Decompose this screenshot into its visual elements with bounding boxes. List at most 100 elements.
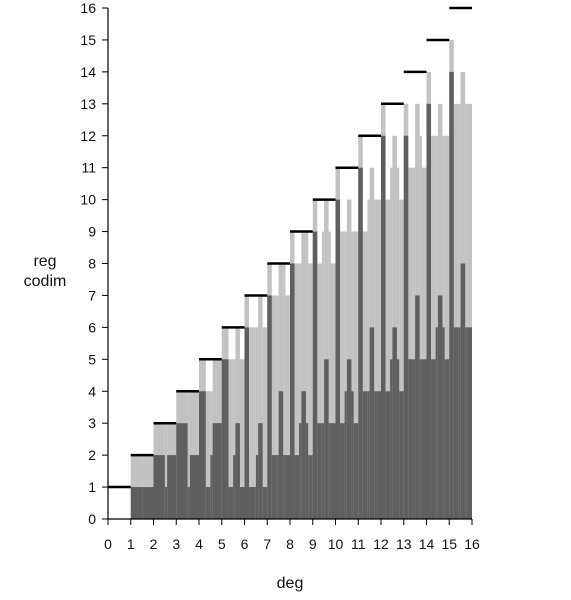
y-axis-title-line-2: codim <box>24 273 67 290</box>
bar <box>189 455 199 520</box>
bar <box>199 391 206 519</box>
bar <box>421 167 427 519</box>
bar <box>328 423 331 519</box>
bar <box>412 167 416 519</box>
bar <box>381 135 386 519</box>
bar <box>205 487 211 519</box>
bar <box>399 391 404 519</box>
bar <box>408 167 413 519</box>
bar <box>374 199 377 520</box>
bar <box>312 231 318 519</box>
bar <box>412 359 416 519</box>
bar <box>419 359 422 519</box>
bar <box>390 167 393 519</box>
x-tick-label: 8 <box>286 536 294 552</box>
bar <box>299 263 302 519</box>
x-tick-label: 2 <box>150 536 158 552</box>
bar <box>408 359 413 519</box>
y-tick-label: 12 <box>80 128 96 144</box>
bar <box>444 135 450 519</box>
x-tick-label: 14 <box>419 536 435 552</box>
bar <box>187 487 190 519</box>
bar <box>351 391 354 519</box>
bar <box>258 423 263 519</box>
y-tick-label: 9 <box>88 224 96 240</box>
bar <box>353 231 359 519</box>
bar <box>403 135 409 519</box>
y-tick-label: 1 <box>88 479 96 495</box>
bar <box>228 359 234 519</box>
bar <box>465 327 468 520</box>
bar <box>330 263 336 519</box>
bar <box>431 135 436 519</box>
y-tick-label: 15 <box>80 32 96 48</box>
bar <box>367 199 370 520</box>
bar <box>353 423 359 519</box>
bar <box>255 455 259 520</box>
x-tick-label: 4 <box>195 536 203 552</box>
bar <box>362 391 368 519</box>
bar <box>290 263 295 519</box>
bar <box>458 103 461 519</box>
bar <box>328 231 331 519</box>
y-tick-label: 6 <box>88 319 96 335</box>
bar <box>205 391 211 519</box>
x-tick-label: 9 <box>309 536 317 552</box>
bar <box>340 423 345 519</box>
x-tick-label: 6 <box>241 536 249 552</box>
bar <box>431 359 436 519</box>
bar <box>210 455 213 520</box>
y-tick-label: 14 <box>80 64 96 80</box>
bar <box>453 327 459 520</box>
bar <box>458 327 461 520</box>
x-tick-label: 11 <box>351 536 366 552</box>
y-tick-label: 7 <box>88 287 96 303</box>
x-tick-label: 1 <box>127 536 135 552</box>
bar <box>396 167 400 519</box>
bar <box>308 263 313 519</box>
bar <box>392 327 397 520</box>
bar <box>267 295 272 519</box>
bar <box>305 231 309 519</box>
bar <box>426 103 432 519</box>
bar <box>392 135 397 519</box>
bar <box>376 199 381 520</box>
bar <box>460 263 466 519</box>
bar <box>301 231 306 519</box>
bar <box>362 231 368 519</box>
bar <box>187 391 190 519</box>
bar <box>176 423 188 519</box>
bar <box>142 487 154 519</box>
bar <box>239 487 245 519</box>
y-axis-title-line-1: reg <box>33 253 56 270</box>
bar <box>390 359 393 519</box>
x-axis-ticks: 0 1 2 3 4 5 6 7 8 9 10 11 12 13 14 15 16 <box>104 519 480 552</box>
bar <box>167 455 177 520</box>
bar <box>283 455 286 520</box>
bar <box>239 359 245 519</box>
x-tick-label: 7 <box>263 536 271 552</box>
bar <box>164 423 168 519</box>
x-tick-label: 13 <box>396 536 412 552</box>
bar <box>335 199 341 520</box>
bar <box>419 135 422 519</box>
bar <box>249 327 256 520</box>
bar <box>305 423 309 519</box>
bar <box>367 391 370 519</box>
y-tick-label: 5 <box>88 351 96 367</box>
bar <box>301 391 306 519</box>
bar <box>164 487 168 519</box>
bar <box>435 327 438 520</box>
bar <box>294 455 300 520</box>
bar <box>442 135 445 519</box>
bar <box>453 103 459 519</box>
bar <box>271 295 277 519</box>
x-tick-label: 0 <box>104 536 112 552</box>
bar <box>330 423 336 519</box>
bar <box>442 327 445 520</box>
y-tick-label: 13 <box>80 96 96 112</box>
bar <box>228 487 234 519</box>
x-tick-label: 16 <box>464 536 480 552</box>
bar <box>233 455 236 520</box>
bar <box>294 263 300 519</box>
